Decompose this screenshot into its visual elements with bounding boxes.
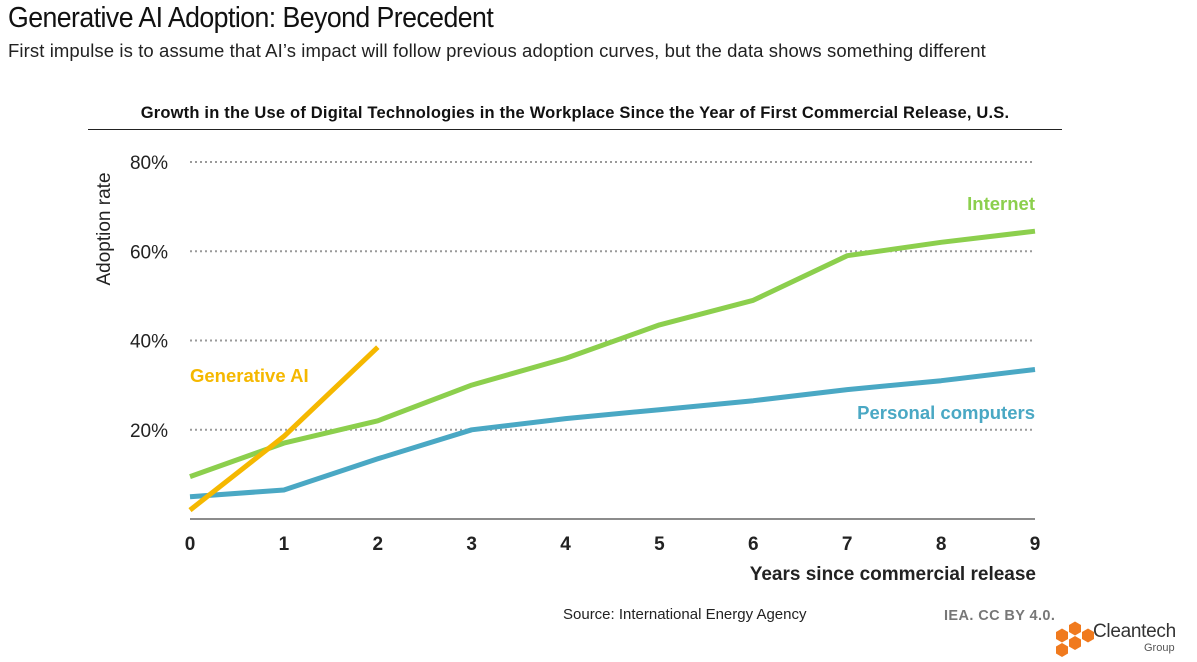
series-line-generative-ai — [188, 345, 380, 513]
x-tick-label: 8 — [936, 534, 947, 555]
page-subtitle: First impulse is to assume that AI’s imp… — [8, 40, 986, 61]
x-tick-label: 2 — [372, 534, 383, 555]
chart-title: Growth in the Use of Digital Technologie… — [88, 104, 1062, 130]
x-tick-label: 0 — [185, 534, 196, 555]
series-line-personal-computers — [189, 367, 1036, 500]
x-axis-label: Years since commercial release — [750, 564, 1036, 585]
source-note: Source: International Energy Agency — [563, 606, 807, 623]
y-tick-label: 80% — [130, 153, 168, 174]
y-axis-label: Adoption rate — [94, 172, 115, 285]
y-tick-label: 20% — [130, 421, 168, 442]
license-note: IEA. CC BY 4.0. — [944, 608, 1056, 624]
x-tick-label: 3 — [466, 534, 477, 555]
y-tick-label: 40% — [130, 332, 168, 353]
series-label: Personal computers — [857, 402, 1035, 423]
y-tick-label: 60% — [130, 242, 168, 263]
x-tick-label: 6 — [748, 534, 759, 555]
series-line-internet — [189, 228, 1036, 479]
series-label: Generative AI — [190, 365, 309, 386]
page-title: Generative AI Adoption: Beyond Precedent — [8, 2, 494, 34]
x-tick-label: 7 — [842, 534, 853, 555]
cleantech-logo-icon — [1056, 621, 1094, 657]
series-label: Internet — [967, 193, 1035, 214]
x-tick-label: 9 — [1030, 534, 1041, 555]
x-tick-label: 4 — [560, 534, 571, 555]
x-tick-label: 5 — [654, 534, 665, 555]
x-tick-label: 1 — [279, 534, 290, 555]
logo-subtitle: Group — [1144, 642, 1175, 654]
logo-name: Cleantech — [1093, 621, 1176, 642]
